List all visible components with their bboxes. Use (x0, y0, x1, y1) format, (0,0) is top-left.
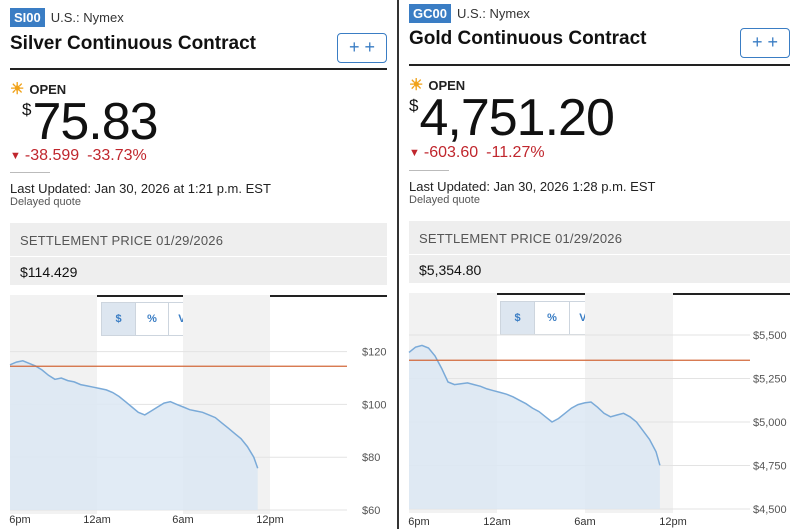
x-tick-label: 12am (83, 514, 111, 526)
delayed-quote-note: Delayed quote (409, 194, 480, 206)
market-status-label: OPEN (428, 77, 466, 93)
add-to-watchlist-button[interactable]: + + (337, 33, 387, 63)
price-change: ▼ -38.599 -33.73% (10, 147, 147, 165)
x-tick-label: 6am (172, 514, 193, 526)
percent-mode-button[interactable]: % (534, 301, 570, 335)
y-tick-label: $4,500 (753, 504, 787, 516)
price-line (408, 344, 661, 466)
dollar-mode-button[interactable]: $ (500, 301, 535, 335)
down-triangle-icon: ▼ (10, 150, 21, 162)
change-percent: -33.73% (87, 147, 147, 164)
gold-panel: GC00 U.S.: Nymex Gold Continuous Contrac… (399, 0, 800, 529)
y-tick-label: $5,000 (753, 417, 787, 429)
market-status-label: OPEN (29, 81, 67, 97)
header-divider (10, 68, 387, 70)
header-divider (409, 64, 790, 66)
y-tick-label: $5,250 (753, 374, 787, 386)
price-change: ▼ -603.60 -11.27% (409, 144, 545, 162)
price-area (10, 360, 258, 510)
change-value: -38.599 (24, 147, 80, 164)
exchange-label: U.S.: Nymex (50, 10, 124, 25)
settlement-label: SETTLEMENT PRICE 01/29/2026 (20, 233, 224, 248)
panel-divider (397, 0, 399, 529)
ticker-row: GC00 U.S.: Nymex (409, 4, 530, 23)
price-block: $ 75.83 (22, 93, 159, 151)
y-tick-label: $120 (362, 347, 386, 359)
x-tick-label: 6am (574, 516, 595, 528)
y-tick-label: $4,750 (753, 461, 787, 473)
price-line (9, 360, 259, 469)
market-status: ☀ OPEN (10, 79, 66, 99)
y-tick-label: $80 (362, 452, 380, 464)
settlement-box: SETTLEMENT PRICE 01/29/2026 $114.429 (10, 223, 387, 285)
last-updated: Last Updated: Jan 30, 2026 at 1:21 p.m. … (10, 181, 271, 196)
price-area (409, 345, 660, 509)
last-price: 75.83 (32, 93, 158, 151)
sun-icon: ☀ (409, 77, 424, 94)
settlement-value: $114.429 (20, 264, 78, 280)
x-tick-label: 12pm (659, 516, 687, 528)
x-tick-label: 12am (483, 516, 511, 528)
settlement-divider (409, 254, 790, 255)
change-percent: -11.27% (486, 144, 545, 161)
settlement-label: SETTLEMENT PRICE 01/29/2026 (419, 231, 623, 246)
currency-symbol: $ (22, 100, 32, 119)
sun-icon: ☀ (10, 81, 25, 98)
percent-mode-button[interactable]: % (135, 302, 169, 336)
down-triangle-icon: ▼ (409, 147, 420, 159)
short-divider (10, 172, 50, 173)
last-price: 4,751.20 (419, 89, 614, 147)
short-divider (409, 170, 449, 171)
page-title: Silver Continuous Contract (10, 33, 256, 54)
y-tick-label: $5,500 (753, 330, 787, 342)
silver-price-chart[interactable]: $60 $80 $100 $120 6pm 12am 6am 12pm (0, 295, 397, 529)
page-title: Gold Continuous Contract (409, 28, 647, 49)
ticker-row: SI00 U.S.: Nymex (10, 8, 124, 27)
x-tick-label: 6pm (9, 514, 30, 526)
exchange-label: U.S.: Nymex (456, 6, 530, 21)
ticker-badge[interactable]: GC00 (409, 4, 451, 23)
price-block: $ 4,751.20 (409, 89, 615, 147)
gold-price-chart[interactable]: $4,500 $4,750 $5,000 $5,250 $5,500 6pm 12am 6am… (399, 293, 800, 529)
x-tick-label: 12pm (256, 514, 284, 526)
market-status: ☀ OPEN (409, 75, 465, 95)
y-tick-label: $100 (362, 399, 386, 411)
silver-panel: SI00 U.S.: Nymex Silver Continuous Contr… (0, 0, 397, 529)
add-to-watchlist-button[interactable]: + + (740, 28, 790, 58)
dollar-mode-button[interactable]: $ (101, 302, 136, 336)
currency-symbol: $ (409, 96, 419, 115)
y-tick-label: $60 (362, 505, 380, 517)
last-updated: Last Updated: Jan 30, 2026 1:28 p.m. EST (409, 179, 656, 194)
settlement-divider (10, 256, 387, 257)
settlement-value: $5,354.80 (419, 262, 482, 278)
x-tick-label: 6pm (408, 516, 429, 528)
settlement-box: SETTLEMENT PRICE 01/29/2026 $5,354.80 (409, 221, 790, 283)
delayed-quote-note: Delayed quote (10, 196, 81, 208)
change-value: -603.60 (423, 144, 479, 161)
ticker-badge[interactable]: SI00 (10, 8, 45, 27)
